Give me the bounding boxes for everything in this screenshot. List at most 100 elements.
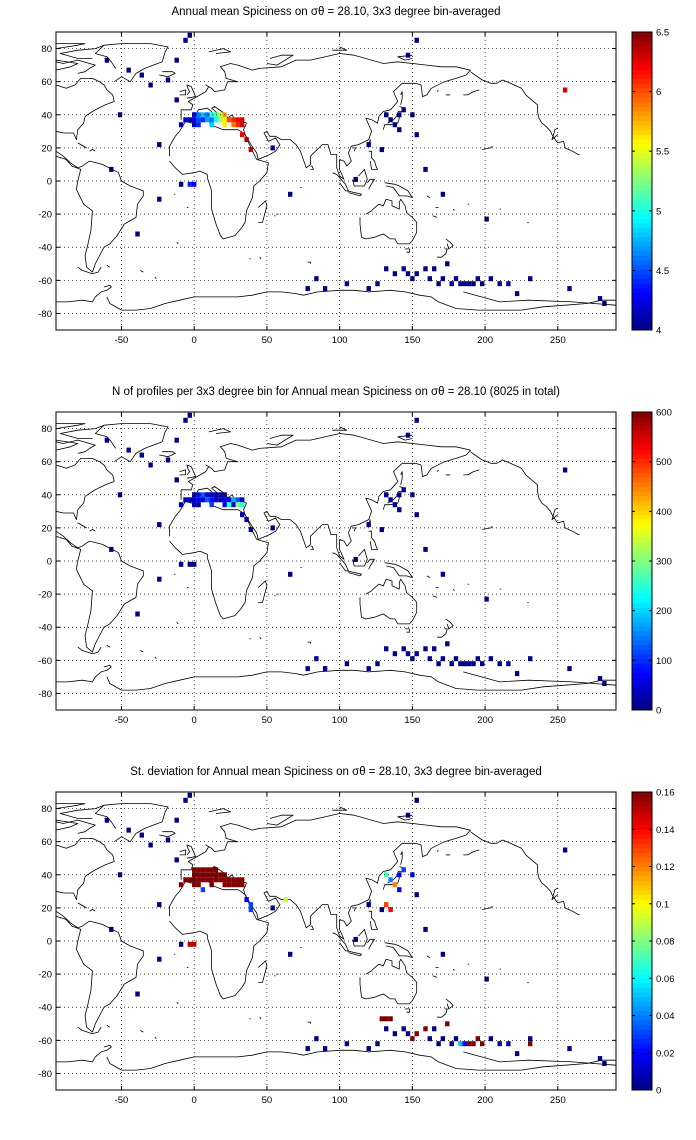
bin-cell (240, 117, 245, 123)
colorbar-segment (632, 486, 652, 492)
bin-cell (497, 281, 502, 287)
bin-cell (192, 492, 197, 498)
colorbar-segment (632, 194, 652, 201)
colorbar-segment (632, 1010, 652, 1016)
bin-cell (475, 1036, 480, 1042)
bin-cell (183, 797, 188, 803)
bin-cell (471, 661, 476, 667)
colorbar-segment (632, 101, 652, 107)
colorbar-segment (632, 908, 652, 914)
y-tick-label: -60 (38, 656, 52, 667)
bin-cell (427, 1036, 432, 1042)
y-tick-label: -20 (38, 590, 52, 601)
colorbar-segment (632, 537, 652, 543)
bin-cell (205, 877, 210, 883)
bin-cell (427, 276, 432, 282)
y-tick-label: 20 (41, 143, 52, 154)
colorbar-segment (632, 495, 652, 501)
colorbar-segment (632, 297, 652, 303)
colorbar-segment (632, 663, 652, 669)
bin-cell (384, 266, 389, 272)
bin-cell (226, 117, 232, 123)
colorbar-segment (632, 59, 652, 65)
colorbar-tick-label: 200 (656, 606, 672, 617)
colorbar-segment (632, 565, 652, 571)
bin-cell (432, 266, 437, 272)
colorbar-segment (632, 875, 652, 881)
colorbar-segment (632, 630, 652, 636)
bin-cell (314, 1036, 319, 1042)
coastline (307, 641, 311, 644)
bin-cell (384, 492, 389, 498)
bin-cell (458, 1041, 463, 1047)
colorbar-segment (632, 805, 652, 812)
colorbar-segment (632, 500, 652, 506)
colorbar-segment (632, 561, 652, 567)
map-chart: -50 0 50 100 150 200 250 -80 -60 -40 -20 0 20 40 60 80 4… (38, 28, 669, 347)
coastline (179, 89, 186, 96)
bin-cell (178, 122, 184, 128)
bin-cell (388, 117, 393, 123)
x-tick-label: 0 (192, 1095, 197, 1106)
y-tick-label: 60 (41, 837, 52, 848)
bin-cell (344, 661, 350, 667)
colorbar-segment (632, 992, 652, 998)
x-tick-label: 200 (477, 335, 493, 346)
colorbar-segment (632, 320, 652, 326)
bin-cell (196, 867, 201, 873)
colorbar-segment (632, 852, 652, 858)
bin-cell (209, 872, 214, 878)
bin-cell (445, 261, 450, 267)
colorbar-tick-label: 5.5 (656, 147, 669, 158)
bin-cell (192, 867, 197, 873)
coastline (186, 84, 197, 99)
colorbar-segment (632, 941, 652, 947)
bin-cell (187, 181, 192, 187)
data-cells (104, 412, 607, 686)
coastline (266, 814, 294, 826)
y-tick-label: 0 (47, 557, 52, 568)
coastline (382, 492, 400, 510)
colorbar-segment (632, 87, 652, 93)
bin-cell (235, 877, 240, 883)
bin-cell (392, 271, 398, 277)
colorbar-segment (632, 843, 652, 849)
coastline (159, 451, 176, 458)
coastline (463, 849, 480, 856)
colorbar-segment (632, 847, 652, 853)
bin-cell (192, 877, 197, 883)
colorbar-segment (632, 964, 652, 970)
colorbar-segment (632, 913, 652, 919)
colorbar-segment (632, 1076, 652, 1082)
colorbar-segment (632, 325, 652, 331)
bin-cell (514, 671, 520, 677)
bin-cell (205, 497, 210, 503)
coastlines (55, 803, 617, 1091)
bin-cell (222, 497, 227, 503)
coastline (470, 451, 580, 535)
bin-cell (209, 882, 214, 888)
bin-cell (240, 877, 245, 883)
coastline (436, 89, 439, 92)
colorbar-segment (632, 1006, 652, 1012)
bin-cell (209, 112, 214, 118)
colorbar-segment (632, 302, 652, 308)
bin-cell (196, 872, 201, 878)
bin-cell (240, 882, 245, 888)
coastline (180, 813, 471, 940)
bin-cell (174, 857, 179, 863)
bin-cell (209, 117, 214, 123)
bin-cell (196, 882, 201, 888)
colorbar-segment (632, 523, 652, 529)
colorbar-segment (632, 927, 652, 933)
colorbar-segment (632, 288, 652, 294)
coastline (208, 808, 231, 814)
bin-cell (135, 611, 140, 617)
bin-cell (484, 976, 489, 982)
colorbar-segment (632, 626, 652, 632)
colorbar-segment (632, 449, 652, 455)
coastline (366, 178, 375, 190)
bin-cell (462, 661, 467, 667)
coastline (352, 527, 357, 532)
coastline (94, 423, 169, 463)
